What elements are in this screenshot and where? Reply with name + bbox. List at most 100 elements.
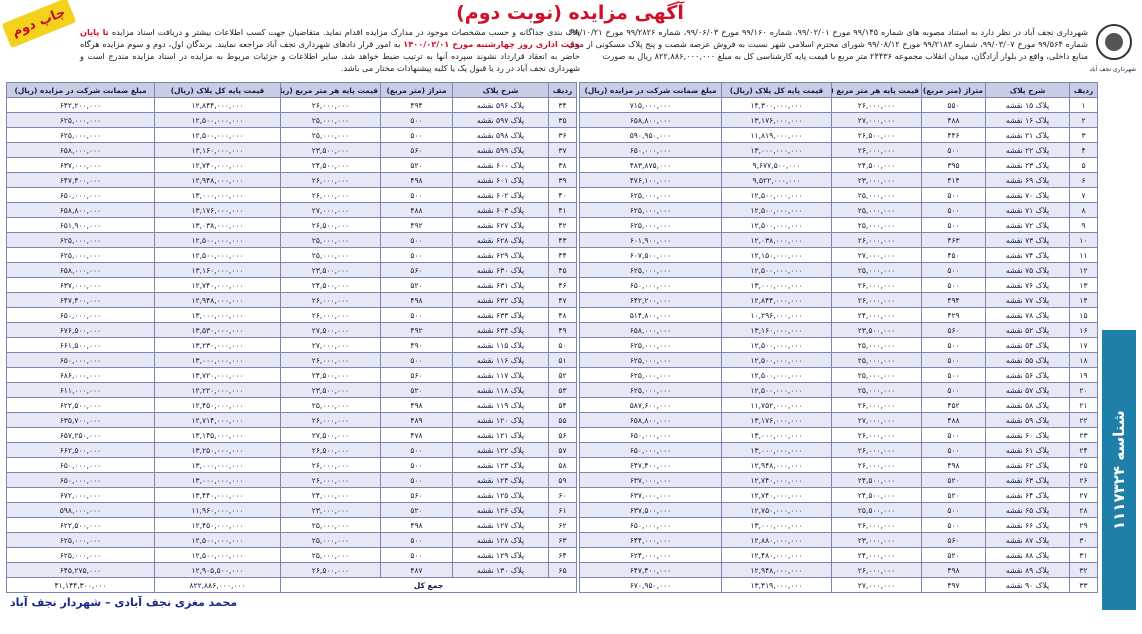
cell: ۲۶,۰۰۰,۰۰۰ [280,97,381,113]
plot-row: ۲۲ پلاک ۵۹ نقشه ۴۸۸ ۲۷,۰۰۰,۰۰۰ ۱۳,۱۷۶,۰۰۰,۰۰… [579,412,1098,428]
plot-row: ۲۳ پلاک ۶۰ نقشه ۵۰۰ ۲۶,۰۰۰,۰۰۰ ۱۳,۰۰۰,۰۰۰,۰۰… [579,427,1098,443]
cell: ۹ [1069,217,1098,233]
cell: ۵۸ [548,457,577,473]
cell: پلاک ۵۹۶ نقشه [452,97,549,113]
cell: ۶۱ [548,502,577,518]
cell: ۴۹۴ [921,292,986,308]
cell: پلاک ۱۱۸ نقشه [452,382,549,398]
ad-title: آگهی مزایده (نوبت دوم) [456,2,684,24]
cell: ۴۵۲ [921,397,986,413]
cell: ۶۳۷,۰۰۰,۰۰۰ [579,472,722,488]
cell: ۲۶,۰۰۰,۰۰۰ [831,142,922,158]
plot-row: ۱۳ پلاک ۷۶ نقشه ۵۰۰ ۲۶,۰۰۰,۰۰۰ ۱۳,۰۰۰,۰۰۰,۰۰… [579,277,1098,293]
cell: پلاک ۸۷ نقشه [985,532,1070,548]
plot-row: ۵۲ پلاک ۱۱۷ نقشه ۵۶۰ ۲۴,۵۰۰,۰۰۰ ۱۳,۷۲۰,۰۰۰,۰… [6,367,577,383]
cell: ۱۲,۵۰۰,۰۰۰,۰۰۰ [154,547,281,563]
column-header: ردیف [1069,82,1098,98]
cell: پلاک ۶۰۲ نقشه [452,187,549,203]
plot-row: ۱۴ پلاک ۷۷ نقشه ۴۹۴ ۲۶,۰۰۰,۰۰۰ ۱۲,۸۴۴,۰۰۰,۰۰… [579,292,1098,308]
cell: ۲۵,۰۰۰,۰۰۰ [831,352,922,368]
cell: ۶۵۰,۰۰۰,۰۰۰ [579,427,722,443]
cell: ۵۰۰ [921,442,986,458]
cell: ۶۲۵,۰۰۰,۰۰۰ [579,382,722,398]
intro-right: شهرداری نجف آباد در نظر دارد به استناد م… [568,27,1089,61]
plot-row: ۵۷ پلاک ۱۲۲ نقشه ۵۰۰ ۲۶,۵۰۰,۰۰۰ ۱۳,۲۵۰,۰۰۰,۰… [6,442,577,458]
plot-row: ۲۰ پلاک ۵۷ نقشه ۵۰۰ ۲۵,۰۰۰,۰۰۰ ۱۲,۵۰۰,۰۰۰,۰۰… [579,382,1098,398]
cell: ۱۲,۹۴۸,۰۰۰,۰۰۰ [154,292,281,308]
cell: ۳۰ [1069,532,1098,548]
cell: ۲۵,۰۰۰,۰۰۰ [280,532,381,548]
cell: ۶۵ [548,562,577,578]
cell: پلاک ۹۰ نقشه [985,577,1070,593]
cell: ۱۳,۲۳۰,۰۰۰,۰۰۰ [154,337,281,353]
cell: ۱۱,۷۵۲,۰۰۰,۰۰۰ [721,397,832,413]
cell: ۱۲,۷۴۰,۰۰۰,۰۰۰ [721,472,832,488]
cell: ۲۱ [1069,397,1098,413]
cell: ۳۹ [548,172,577,188]
cell: پلاک ۱۲۶ نقشه [452,502,549,518]
cell: ۶۵۸,۰۰۰,۰۰۰ [6,142,155,158]
cell: پلاک ۱۲۸ نقشه [452,532,549,548]
plot-row: ۲۴ پلاک ۶۱ نقشه ۵۰۰ ۲۶,۰۰۰,۰۰۰ ۱۳,۰۰۰,۰۰۰,۰۰… [579,442,1098,458]
cell: ۱۲,۵۰۰,۰۰۰,۰۰۰ [154,232,281,248]
plot-row: ۱۹ پلاک ۵۶ نقشه ۵۰۰ ۲۵,۰۰۰,۰۰۰ ۱۲,۵۰۰,۰۰۰,۰۰… [579,367,1098,383]
cell: ۶۲۵,۰۰۰,۰۰۰ [6,112,155,128]
cell: پلاک ۷۳ نقشه [985,232,1070,248]
cell: ۲۶,۰۰۰,۰۰۰ [280,412,381,428]
intro-text: به امور قرار دادهای شهرداری نجف آباد مرا… [80,39,580,73]
cell: ۲۶,۰۰۰,۰۰۰ [280,307,381,323]
cell: ۵۲ [548,367,577,383]
cell: ۶۳۷,۰۰۰,۰۰۰ [579,487,722,503]
cell: پلاک ۱۱۶ نقشه [452,352,549,368]
cell: پلاک ۵۸ نقشه [985,397,1070,413]
cell: ۱۳,۱۶۰,۰۰۰,۰۰۰ [154,142,281,158]
cell: ۱۳,۴۱۹,۰۰۰,۰۰۰ [721,577,832,593]
plot-row: ۳۸ پلاک ۶۰۰ نقشه ۵۲۰ ۲۴,۵۰۰,۰۰۰ ۱۲,۷۴۰,۰۰۰,۰… [6,157,577,173]
column-header: مبلغ ضمانت شرکت در مزایده (ریال) [579,82,722,98]
plot-row: ۴۲ پلاک ۶۲۷ نقشه ۴۹۲ ۲۶,۵۰۰,۰۰۰ ۱۳,۰۳۸,۰۰۰,۰… [6,217,577,233]
plot-row: ۴۰ پلاک ۶۰۲ نقشه ۵۰۰ ۲۶,۰۰۰,۰۰۰ ۱۳,۰۰۰,۰۰۰,۰… [6,187,577,203]
plot-row: ۴۶ پلاک ۶۳۱ نقشه ۵۲۰ ۲۴,۵۰۰,۰۰۰ ۱۲,۷۴۰,۰۰۰,۰… [6,277,577,293]
cell: ۴۶۳ [921,232,986,248]
cell: ۶۲۵,۰۰۰,۰۰۰ [579,367,722,383]
cell: پلاک ۱۲۰ نقشه [452,412,549,428]
cell: ۵۰۰ [921,367,986,383]
cell: ۲۴,۵۰۰,۰۰۰ [831,157,922,173]
cell: پلاک ۲۳ نقشه [985,157,1070,173]
cell: ۲۳,۵۰۰,۰۰۰ [280,142,381,158]
cell: ۲۵,۰۰۰,۰۰۰ [831,187,922,203]
cell: ۲۵,۰۰۰,۰۰۰ [280,547,381,563]
cell: ۱۲,۵۰۰,۰۰۰,۰۰۰ [721,187,832,203]
signature: محمد مغزی نجف آبادی – شهردار نجف آباد [10,596,238,609]
plot-row: ۶۰ پلاک ۱۲۵ نقشه ۵۶۰ ۲۴,۰۰۰,۰۰۰ ۱۳,۴۴۰,۰۰۰,۰… [6,487,577,503]
cell: پلاک ۵۹۸ نقشه [452,127,549,143]
plot-row: ۱۲ پلاک ۷۵ نقشه ۵۰۰ ۲۵,۰۰۰,۰۰۰ ۱۲,۵۰۰,۰۰۰,۰۰… [579,262,1098,278]
plot-row: ۶۳ پلاک ۱۲۸ نقشه ۵۰۰ ۲۵,۰۰۰,۰۰۰ ۱۲,۵۰۰,۰۰۰,۰… [6,532,577,548]
cell: ۱۲,۵۰۰,۰۰۰,۰۰۰ [154,112,281,128]
cell: ۶۲۵,۰۰۰,۰۰۰ [579,202,722,218]
cell: ۲۶,۰۰۰,۰۰۰ [280,472,381,488]
plot-row: ۲۱ پلاک ۵۸ نقشه ۴۵۲ ۲۶,۰۰۰,۰۰۰ ۱۱,۷۵۲,۰۰۰,۰۰… [579,397,1098,413]
plot-row: ۱۷ پلاک ۵۴ نقشه ۵۰۰ ۲۵,۰۰۰,۰۰۰ ۱۲,۵۰۰,۰۰۰,۰۰… [579,337,1098,353]
cell: ۸ [1069,202,1098,218]
cell: ۲۶,۰۰۰,۰۰۰ [831,427,922,443]
total-base: ۸۲۲,۸۸۶,۰۰۰,۰۰۰ [154,577,281,593]
column-header: ردیف [548,82,577,98]
cell: ۱۲,۹۰۵,۵۰۰,۰۰۰ [154,562,281,578]
cell: ۲۴,۵۰۰,۰۰۰ [831,472,922,488]
cell: ۲۵,۰۰۰,۰۰۰ [280,232,381,248]
cell: پلاک ۵۴ نقشه [985,337,1070,353]
cell: ۵۰۰ [921,517,986,533]
cell: ۶۵۷,۲۵۰,۰۰۰ [6,427,155,443]
cell: ۲۷,۰۰۰,۰۰۰ [831,412,922,428]
plot-row: ۸ پلاک ۷۱ نقشه ۵۰۰ ۲۵,۰۰۰,۰۰۰ ۱۲,۵۰۰,۰۰۰,۰۰۰… [579,202,1098,218]
cell: ۴۹۷ [921,577,986,593]
cell: ۶۴۷,۴۰۰,۰۰۰ [6,292,155,308]
cell: پلاک ۶۰ نقشه [985,427,1070,443]
cell: ۶۰۱,۹۰۰,۰۰۰ [579,232,722,248]
cell: ۲۴,۰۰۰,۰۰۰ [280,487,381,503]
cell: ۲۶,۰۰۰,۰۰۰ [831,97,922,113]
cell: ۶۲۵,۰۰۰,۰۰۰ [579,352,722,368]
cell: ۴۹۲ [380,217,453,233]
cell: ۱۳,۰۰۰,۰۰۰,۰۰۰ [721,517,832,533]
